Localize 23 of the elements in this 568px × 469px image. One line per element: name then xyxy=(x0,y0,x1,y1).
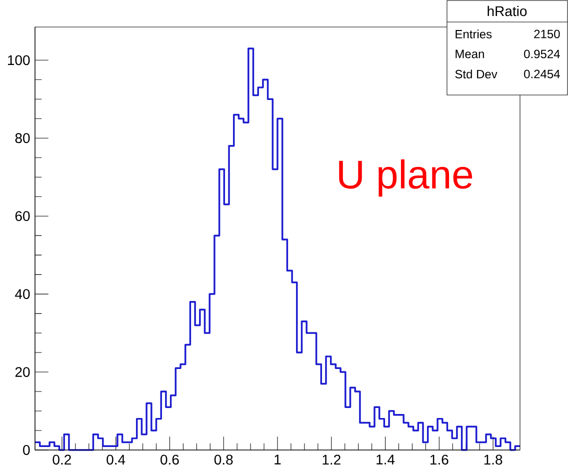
y-tick-label: 100 xyxy=(8,55,30,66)
annotation: Std Dev xyxy=(455,70,498,78)
x-tick-label: 1.4 xyxy=(376,454,395,464)
y-tick-label: 0 xyxy=(23,445,30,455)
x-tick-label: 0.2 xyxy=(52,454,71,465)
annotation: Mean xyxy=(456,50,484,58)
text: hRatio xyxy=(488,6,527,16)
y-tick-label: 40 xyxy=(15,289,30,300)
x-tick-label: 1.8 xyxy=(484,454,502,465)
x-tick-label: 0.4 xyxy=(106,454,126,465)
y-tick-label: 60 xyxy=(15,211,30,222)
y-tick-label: 80 xyxy=(15,133,30,144)
text: 0.9524 xyxy=(524,50,560,58)
x-tick-label: 1 xyxy=(274,454,281,464)
y-tick-label: 20 xyxy=(15,367,30,377)
annotation: U plane xyxy=(339,159,472,197)
text: 2150 xyxy=(534,30,560,38)
x-tick-label: 1.6 xyxy=(430,454,448,465)
x-tick-label: 0.6 xyxy=(160,454,179,465)
text: 0.2454 xyxy=(524,70,560,78)
annotation: Entries xyxy=(456,30,492,38)
x-tick-label: 1.2 xyxy=(322,454,340,464)
x-tick-label: 0.8 xyxy=(214,454,233,465)
